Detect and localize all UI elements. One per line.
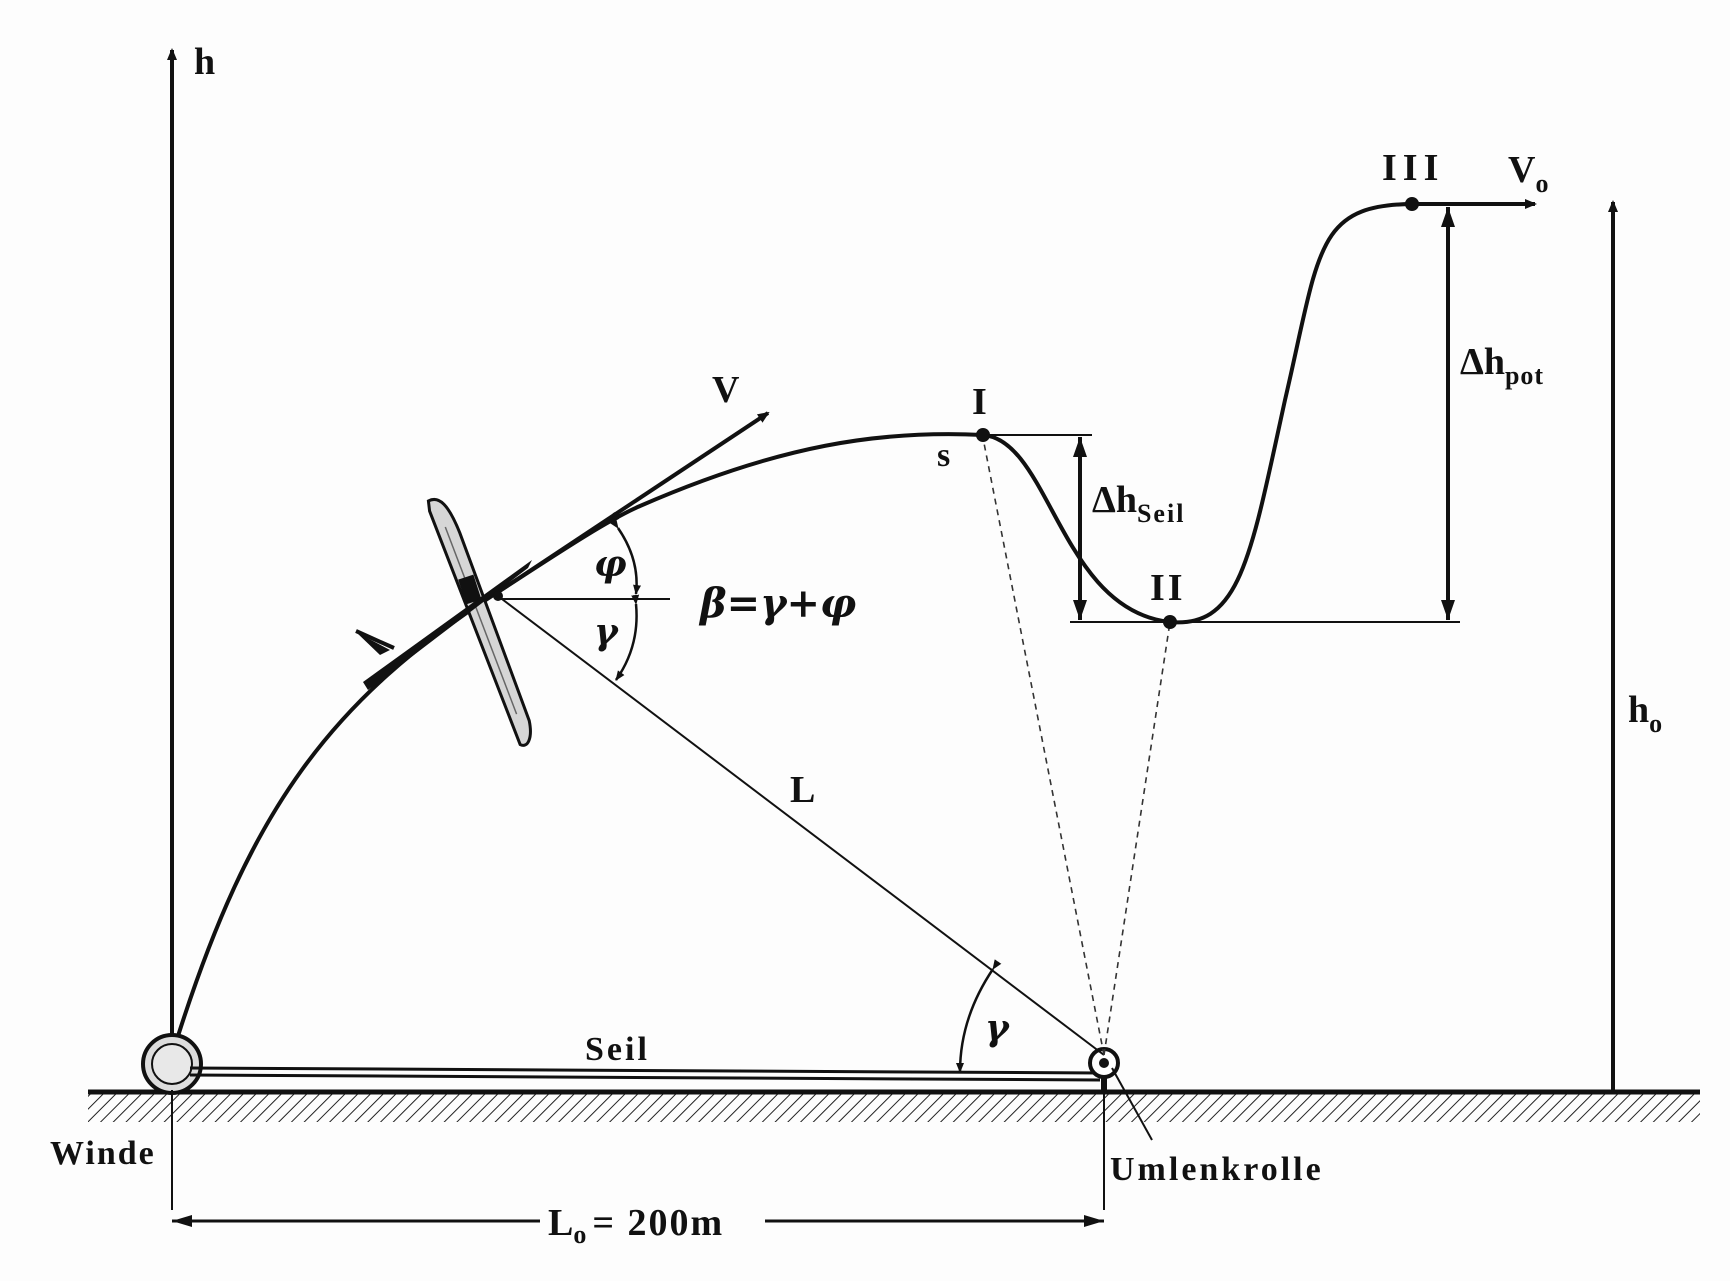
- ground-rope: [189, 1066, 1101, 1082]
- winch-label: Winde: [50, 1135, 156, 1172]
- ground: [88, 1089, 1700, 1122]
- point-III-marker: [1405, 197, 1419, 211]
- velocity-label: V: [712, 369, 740, 411]
- winch: [141, 1033, 203, 1210]
- point-I-label: I: [972, 381, 987, 423]
- point-II-label: II: [1150, 567, 1186, 609]
- v0-label: Vo: [1508, 149, 1548, 198]
- gamma-upper-label: γ: [594, 611, 620, 653]
- rope-to-pulley: [497, 595, 1105, 1056]
- dh-pot-label: Δhpot: [1460, 341, 1544, 390]
- point-s-label: s: [937, 437, 950, 474]
- phi-arc: [609, 518, 642, 595]
- dashed-line-to-I: [982, 437, 1105, 1056]
- l0-dimension: [172, 1215, 1104, 1227]
- pulley-label: Umlenkrolle: [1110, 1151, 1324, 1188]
- rope-length-label: L: [790, 769, 815, 811]
- point-I-marker: [976, 428, 990, 442]
- phi-label: φ: [594, 543, 627, 585]
- pulley-pointer: [1111, 1067, 1153, 1141]
- gamma-arc-upper: [614, 594, 640, 681]
- l0-label: Lo = 200m: [548, 1202, 724, 1249]
- gamma-lower-label: γ: [985, 1007, 1011, 1049]
- velocity-vector: [496, 411, 770, 594]
- ground-hatching: [88, 1092, 1700, 1122]
- pulley: [1088, 1047, 1153, 1210]
- dh-pot-dimension: [1441, 207, 1455, 620]
- seil-label: Seil: [585, 1031, 650, 1068]
- tangent-point: [612, 512, 620, 520]
- dh-seil-dimension: [988, 434, 1460, 623]
- gamma-arc-lower: [956, 959, 1002, 1073]
- glider-tail: [356, 632, 390, 655]
- h0-label: ho: [1628, 689, 1662, 738]
- glider-attach-point: [493, 591, 503, 601]
- dashed-line-to-II: [1103, 621, 1171, 1056]
- glider: [426, 498, 532, 747]
- point-III-label: III: [1382, 147, 1444, 189]
- glider-fuselage: [355, 560, 532, 690]
- dh-seil-label: ΔhSeil: [1092, 479, 1185, 528]
- beta-equation: β=γ+φ: [698, 580, 856, 627]
- h-axis-label: h: [194, 41, 215, 83]
